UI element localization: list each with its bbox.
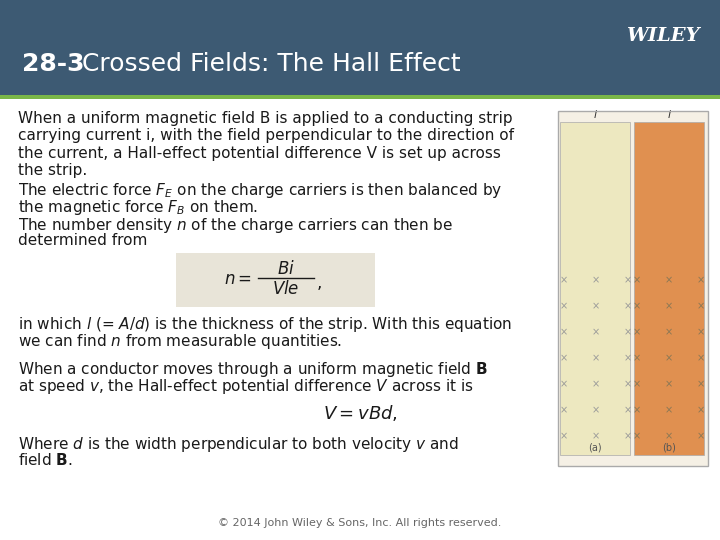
Text: ×: × [624, 328, 632, 338]
Text: $V = vBd,$: $V = vBd,$ [323, 403, 397, 423]
Text: ×: × [665, 432, 673, 442]
Text: field $\mathbf{B}$.: field $\mathbf{B}$. [18, 453, 73, 468]
Text: i: i [667, 110, 670, 120]
Text: WILEY: WILEY [626, 27, 700, 45]
Text: ×: × [697, 328, 705, 338]
Text: the magnetic force $F_B$ on them.: the magnetic force $F_B$ on them. [18, 198, 258, 217]
Text: ×: × [560, 354, 568, 364]
Text: we can find $n$ from measurable quantities.: we can find $n$ from measurable quantiti… [18, 332, 342, 352]
Text: the current, a Hall-effect potential difference V is set up across: the current, a Hall-effect potential dif… [18, 146, 501, 161]
Text: The number density $n$ of the charge carriers can then be: The number density $n$ of the charge car… [18, 216, 453, 235]
Bar [0, 0, 720, 94]
Text: ×: × [633, 406, 641, 416]
Text: i: i [593, 110, 597, 120]
Text: ×: × [665, 328, 673, 338]
Text: (a): (a) [588, 443, 602, 453]
Text: ×: × [592, 406, 600, 416]
Text: carrying current i, with the field perpendicular to the direction of: carrying current i, with the field perpe… [18, 129, 514, 143]
Text: ×: × [633, 354, 641, 364]
Text: the strip.: the strip. [18, 163, 87, 178]
Bar [634, 122, 704, 455]
Text: ×: × [624, 302, 632, 312]
Text: ×: × [560, 432, 568, 442]
Text: ×: × [633, 328, 641, 338]
Text: ×: × [697, 276, 705, 286]
Bar [0, 94, 720, 99]
Text: in which $l$ (= $A/d$) is the thickness of the strip. With this equation: in which $l$ (= $A/d$) is the thickness … [18, 315, 512, 334]
Text: ×: × [697, 354, 705, 364]
Text: ×: × [624, 354, 632, 364]
Text: ×: × [592, 432, 600, 442]
Text: ×: × [633, 432, 641, 442]
Text: ×: × [697, 302, 705, 312]
Text: Where $d$ is the width perpendicular to both velocity $v$ and: Where $d$ is the width perpendicular to … [18, 435, 459, 454]
Text: ×: × [592, 302, 600, 312]
Text: The electric force $F_E$ on the charge carriers is then balanced by: The electric force $F_E$ on the charge c… [18, 181, 503, 200]
Bar [558, 111, 708, 466]
Text: ×: × [624, 380, 632, 390]
Text: ×: × [633, 302, 641, 312]
Text: $Bi$: $Bi$ [276, 260, 294, 278]
Text: ×: × [624, 276, 632, 286]
Text: ×: × [624, 432, 632, 442]
Text: ×: × [633, 380, 641, 390]
Text: ×: × [592, 328, 600, 338]
Text: ×: × [665, 380, 673, 390]
Text: at speed $v$, the Hall-effect potential difference $V$ across it is: at speed $v$, the Hall-effect potential … [18, 377, 474, 396]
Text: ×: × [665, 276, 673, 286]
Text: ×: × [665, 302, 673, 312]
Text: ×: × [697, 406, 705, 416]
Text: ×: × [560, 328, 568, 338]
Text: $Vle$: $Vle$ [271, 280, 300, 298]
Text: ×: × [665, 406, 673, 416]
Text: ×: × [592, 354, 600, 364]
Text: $n =$: $n =$ [223, 270, 251, 288]
Text: ×: × [633, 276, 641, 286]
Text: ×: × [560, 406, 568, 416]
Text: ×: × [560, 302, 568, 312]
Text: (b): (b) [662, 443, 676, 453]
Text: ×: × [592, 380, 600, 390]
Text: ,: , [317, 274, 322, 292]
Text: Crossed Fields: The Hall Effect: Crossed Fields: The Hall Effect [74, 52, 461, 76]
Text: ×: × [624, 406, 632, 416]
Text: ×: × [560, 380, 568, 390]
Text: determined from: determined from [18, 233, 148, 248]
Text: When a conductor moves through a uniform magnetic field $\mathbf{B}$: When a conductor moves through a uniform… [18, 360, 488, 379]
Text: ×: × [560, 276, 568, 286]
Text: 28-3: 28-3 [22, 52, 84, 76]
Text: ×: × [697, 380, 705, 390]
Text: ×: × [665, 354, 673, 364]
Text: When a uniform magnetic field B is applied to a conducting strip: When a uniform magnetic field B is appli… [18, 111, 513, 126]
Text: © 2014 John Wiley & Sons, Inc. All rights reserved.: © 2014 John Wiley & Sons, Inc. All right… [218, 518, 502, 528]
Bar [560, 122, 630, 455]
Text: ×: × [697, 432, 705, 442]
FancyBboxPatch shape [176, 253, 375, 307]
Text: ×: × [592, 276, 600, 286]
